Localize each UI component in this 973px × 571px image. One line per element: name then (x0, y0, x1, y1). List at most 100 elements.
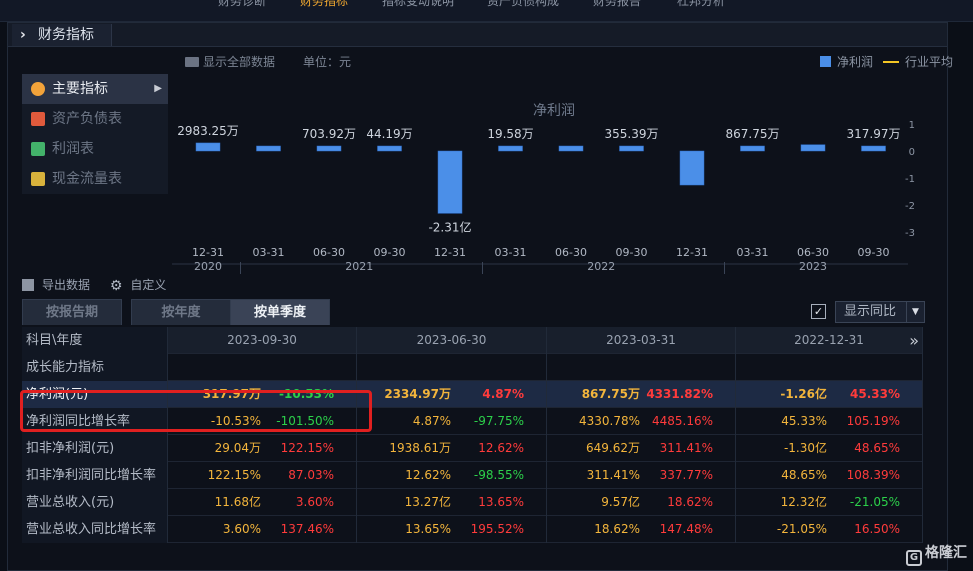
chart-bar (740, 145, 765, 152)
cell-yoy: 137.46% (280, 522, 334, 536)
cell-value: 12.32亿 (780, 495, 827, 509)
row-label: 扣非净利润(元) (22, 435, 168, 462)
sidebar-item-0[interactable]: 主要指标 ▶ (22, 74, 168, 104)
cell-group: 18.62% 147.48% (547, 516, 736, 543)
unit-label: 单位：元 (303, 55, 352, 69)
panel-title-tab[interactable]: › 财务指标 (12, 24, 112, 46)
cell-value: 4330.78% (578, 414, 640, 428)
column-header[interactable]: 2022-12-31 (736, 327, 923, 354)
cell-group: 311.41% 337.77% (547, 462, 736, 489)
nav-tab-3[interactable]: 资产负债构成 (487, 0, 560, 8)
sidebar-item-1[interactable]: 资产负债表 (22, 104, 168, 134)
cell-yoy: 337.77% (659, 468, 713, 482)
coins-icon (31, 172, 45, 186)
cell-yoy: 45.33% (850, 387, 900, 401)
table-row[interactable]: 营业总收入同比增长率 3.60% 137.46% 13.65% 195.52% 18.62… (22, 516, 923, 543)
cell-yoy: 105.19% (846, 414, 900, 428)
top-navigation: 财务诊断 财务指标 指标变动说明 资产负债构成 财务报告 杜邦分析 (0, 0, 973, 22)
net-profit-chart: 净利润 1 0 -1 -2 -3 2983.25万 12-31 03-31 703.92万 06-3… (168, 74, 923, 274)
data-label: 19.58万 (487, 127, 533, 141)
nav-tab-0[interactable]: 财务诊断 (218, 0, 267, 8)
nav-tab-4[interactable]: 财务报告 (593, 0, 642, 8)
data-label: 2983.25万 (177, 124, 239, 138)
cell-yoy: -98.55% (473, 468, 524, 482)
export-data-button[interactable]: 导出数据 (22, 278, 98, 292)
table-row[interactable]: 营业总收入(元) 11.68亿 3.60% 13.27亿 13.65% 9.57亿 18.6… (22, 489, 923, 516)
cell-group (547, 354, 736, 381)
cell-value: 3.60% (222, 522, 261, 536)
table-tools: 导出数据 ⚙ 自定义 (22, 276, 182, 294)
yoy-dropdown[interactable]: 显示同比 ▼ (835, 301, 925, 323)
caret-right-icon: ▶ (154, 83, 162, 94)
panel-title: 财务指标 (38, 27, 94, 43)
column-header[interactable]: 2023-03-31 (547, 327, 736, 354)
table-header: 科目\年度 2023-09-30 2023-06-30 2023-03-31 2022-… (22, 327, 923, 354)
cell-group: 48.65% 108.39% (736, 462, 923, 489)
customize-button[interactable]: ⚙ 自定义 (110, 278, 175, 294)
show-all-data-toggle[interactable]: 显示全部数据 (185, 53, 275, 70)
cell-yoy: -97.75% (473, 414, 524, 428)
cell-group: 4330.78% 4485.16% (547, 408, 736, 435)
cell-value: 12.62% (405, 468, 451, 482)
yoy-label: 显示同比 (844, 304, 897, 319)
nav-tab-1[interactable]: 财务指标 (300, 0, 349, 8)
legend-line-label: 行业平均 (904, 55, 953, 69)
year-label: 2020 (194, 260, 222, 273)
chart-bar (619, 145, 644, 152)
cell-value: 311.41% (586, 468, 640, 482)
cell-value: 122.15% (207, 468, 261, 482)
cube-icon (31, 142, 45, 156)
x-tick-label: 12-31 (676, 246, 708, 259)
cell-yoy: 4485.16% (651, 414, 713, 428)
chart-background (168, 74, 923, 274)
cell-value: -10.53% (210, 414, 261, 428)
data-label: 44.19万 (366, 127, 412, 141)
tab-period-0[interactable]: 按报告期 (22, 299, 122, 325)
cell-group: -10.53% -101.50% (168, 408, 357, 435)
cell-yoy: 48.65% (854, 441, 900, 455)
sidebar-item-2[interactable]: 利润表 (22, 134, 168, 164)
legend-bar-swatch (819, 56, 831, 67)
section-title: 成长能力指标 (22, 354, 168, 381)
sidebar-item-label: 主要指标 (52, 81, 108, 97)
cell-value: 48.65% (781, 468, 827, 482)
cell-group: 45.33% 105.19% (736, 408, 923, 435)
cell-value: 9.57亿 (601, 495, 640, 509)
legend-line-swatch (882, 61, 899, 63)
nav-tab-5[interactable]: 杜邦分析 (677, 0, 726, 8)
more-columns-icon[interactable]: » (909, 331, 919, 350)
year-labels: 2020 2021 2022 2023 (168, 260, 923, 288)
cell-yoy: 195.52% (470, 522, 524, 536)
x-tick-label: 03-31 (495, 246, 527, 259)
legend-bar-label: 净利润 (836, 55, 873, 69)
sidebar-item-label: 现金流量表 (52, 171, 122, 187)
watermark-logo-icon: G (906, 550, 922, 566)
document-icon (31, 112, 45, 126)
tab-period-2[interactable]: 按单季度 (230, 299, 330, 325)
cell-group: 1938.61万 12.62% (357, 435, 547, 462)
y-tick-label: -1 (905, 174, 915, 185)
cell-yoy: 108.39% (846, 468, 900, 482)
chart-bar (437, 150, 463, 214)
nav-tab-2[interactable]: 指标变动说明 (382, 0, 455, 8)
cell-group: 649.62万 311.41% (547, 435, 736, 462)
export-icon (22, 279, 34, 291)
chart-bar (558, 145, 584, 152)
column-header[interactable]: 2023-09-30 (168, 327, 357, 354)
yoy-checkbox[interactable]: ✓ (811, 304, 826, 319)
cell-value: 13.27亿 (404, 495, 451, 509)
x-tick-label: 06-30 (555, 246, 587, 259)
table-row[interactable]: 净利润(元) 317.97万 -10.53% 2334.97万 4.87% 867.75万… (22, 381, 923, 408)
column-header[interactable]: 2023-06-30 (357, 327, 547, 354)
chart-bar (195, 142, 221, 152)
cell-group: 12.32亿 -21.05% (736, 489, 923, 516)
row-label: 营业总收入(元) (22, 489, 168, 516)
table-row[interactable]: 扣非净利润(元) 29.04万 122.15% 1938.61万 12.62% 649.6… (22, 435, 923, 462)
data-label: 703.92万 (302, 127, 356, 141)
tab-period-1[interactable]: 按年度 (131, 299, 231, 325)
table-row[interactable]: 扣非净利润同比增长率 122.15% 87.03% 12.62% -98.55% 311.… (22, 462, 923, 489)
sidebar-item-3[interactable]: 现金流量表 (22, 164, 168, 194)
panel-title-bar: › 财务指标 (8, 23, 947, 47)
cell-group: 9.57亿 18.62% (547, 489, 736, 516)
watermark-text: 格隆汇 (925, 545, 967, 561)
